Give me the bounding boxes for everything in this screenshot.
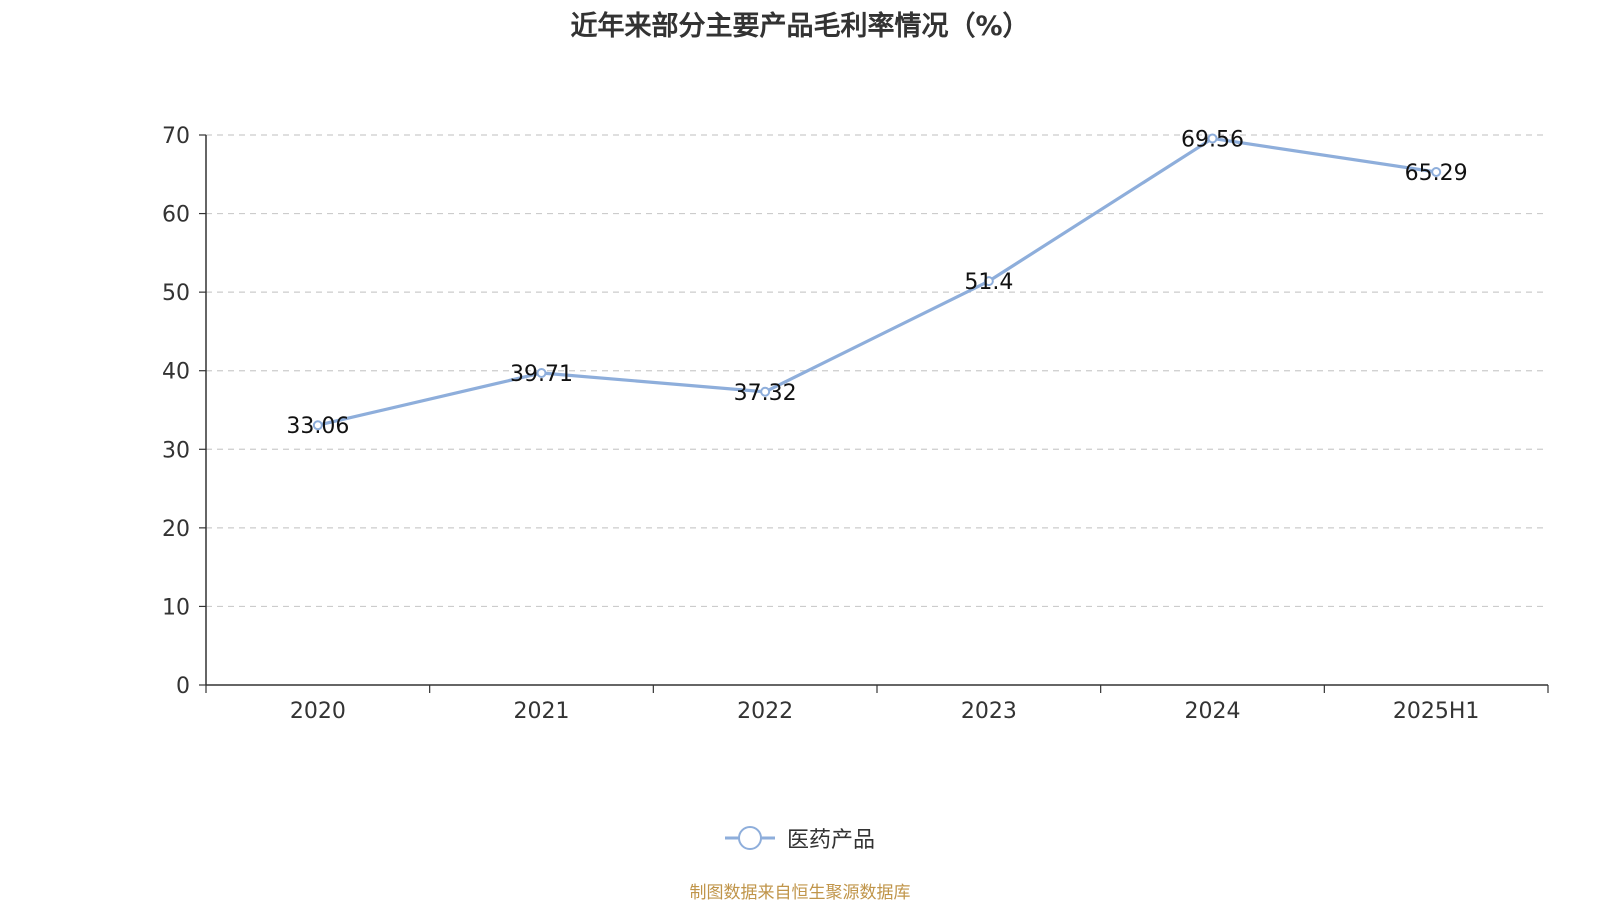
x-tick-label: 2022 <box>737 699 793 724</box>
y-tick-label: 0 <box>176 674 190 699</box>
y-tick-label: 30 <box>162 438 190 463</box>
x-tick-label: 2024 <box>1185 699 1241 724</box>
y-tick-label: 10 <box>162 595 190 620</box>
data-point <box>760 386 771 397</box>
data-label: 37.32 <box>734 381 797 406</box>
x-tick-label: 2020 <box>290 699 346 724</box>
data-label: 39.71 <box>510 362 573 387</box>
y-tick-label: 40 <box>162 360 190 385</box>
legend-marker-icon <box>724 826 775 850</box>
y-tick-label: 60 <box>162 203 190 228</box>
y-tick-label: 50 <box>162 281 190 306</box>
y-tick-label: 70 <box>162 124 190 149</box>
legend[interactable]: 医药产品 <box>0 822 1600 854</box>
data-point <box>1207 133 1218 144</box>
legend-label: 医药产品 <box>786 828 875 853</box>
data-label: 65.29 <box>1405 161 1468 186</box>
x-tick-label: 2023 <box>961 699 1017 724</box>
data-point <box>983 276 994 287</box>
data-label: 51.4 <box>964 270 1013 295</box>
data-point <box>312 420 323 431</box>
data-point <box>1431 167 1442 178</box>
chart-title: 近年来部分主要产品毛利率情况（%） <box>570 11 1030 42</box>
source-note: 制图数据来自恒生聚源数据库 <box>689 883 911 903</box>
data-point <box>536 367 547 378</box>
data-label: 33.06 <box>286 414 349 439</box>
data-label: 69.56 <box>1181 127 1244 152</box>
x-tick-label: 2021 <box>514 699 570 724</box>
series-line <box>317 136 1437 427</box>
x-tick-label: 2025H1 <box>1393 699 1480 724</box>
y-tick-label: 20 <box>162 517 190 542</box>
